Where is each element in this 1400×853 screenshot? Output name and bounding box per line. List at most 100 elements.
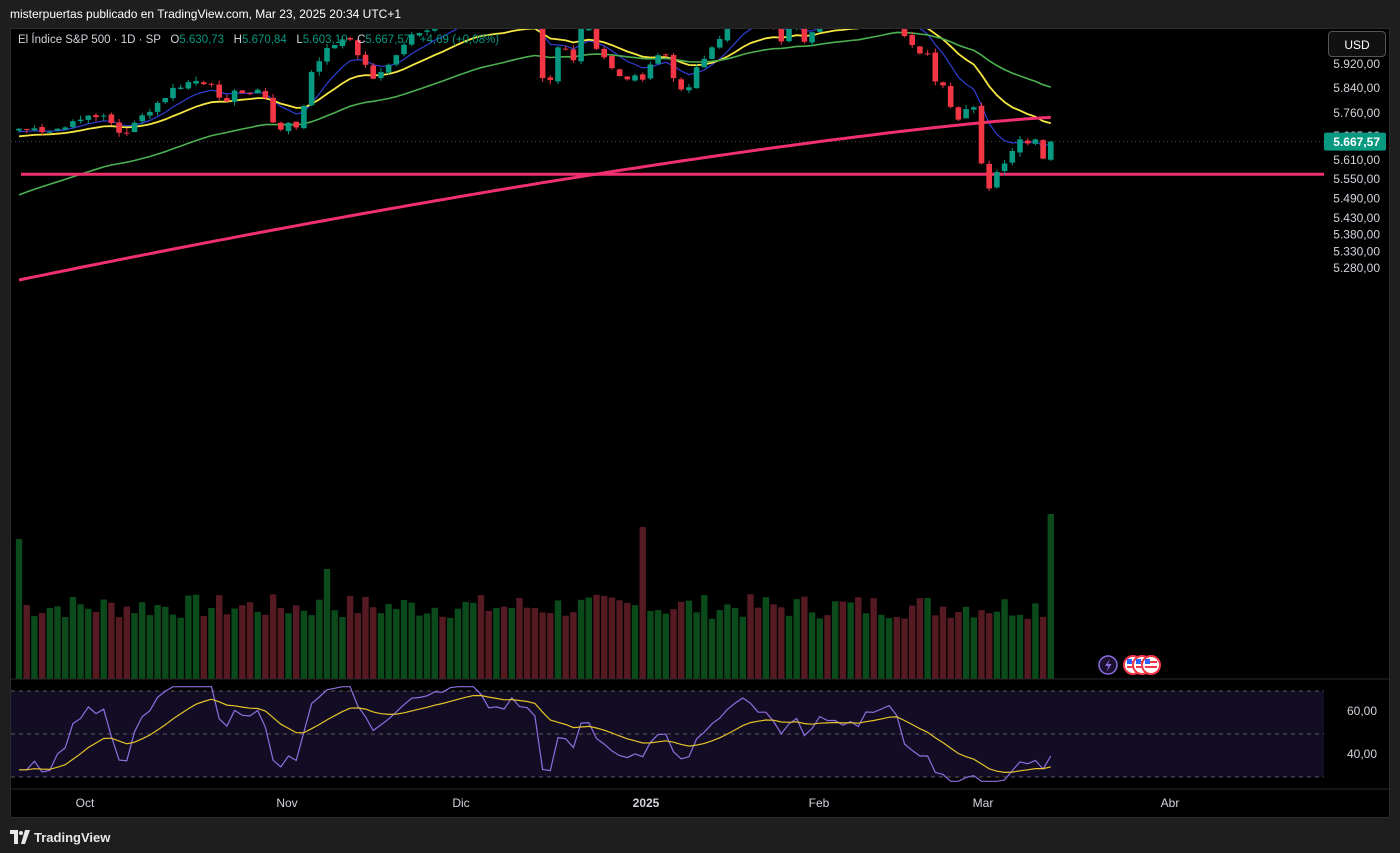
volume-bar: [970, 617, 977, 679]
chart-svg[interactable]: 6.300,006.200,006.100,006.000,005.920,00…: [11, 29, 1391, 819]
candle-body: [177, 87, 184, 89]
candle-body: [331, 44, 338, 49]
volume-bar: [254, 611, 261, 679]
candle-body: [93, 115, 99, 118]
volume-bar: [708, 618, 716, 679]
price-tick-label: 5.610,00: [1333, 153, 1380, 167]
volume-bar: [847, 602, 854, 679]
volume-bar: [385, 603, 392, 679]
volume-bar: [1024, 618, 1031, 679]
candle-body: [1048, 141, 1054, 160]
time-tick-label: Nov: [276, 796, 297, 810]
candle-body: [624, 76, 631, 80]
symbol-label: El Índice S&P 500 · 1D · SP: [18, 34, 161, 46]
candle-body: [239, 90, 246, 94]
volume-bar: [1001, 599, 1008, 679]
volume-bar: [824, 615, 831, 679]
volume-bar: [993, 611, 1001, 679]
price-tick-label: 5.430,00: [1333, 211, 1380, 225]
volume-bar: [62, 617, 69, 679]
candle-body: [1024, 140, 1031, 144]
volume-bar: [408, 602, 415, 679]
candle-body: [201, 82, 207, 85]
volume-bar: [1009, 615, 1016, 679]
volume-bars: [15, 514, 1054, 679]
footer: TradingView: [0, 820, 1400, 853]
volume-bar: [570, 612, 577, 679]
candle-body: [131, 122, 138, 133]
volume-bar: [1032, 603, 1039, 679]
time-tick-label: Oct: [76, 796, 95, 810]
volume-bar: [624, 602, 631, 679]
volume-bar: [647, 610, 654, 679]
candle-body: [955, 107, 962, 120]
candle-body: [162, 97, 169, 103]
candle-body: [154, 102, 161, 112]
volume-bar: [701, 595, 708, 679]
volume-bar: [916, 598, 924, 679]
candle-body: [378, 72, 384, 79]
candle-body: [31, 128, 38, 131]
candle-body: [262, 91, 269, 98]
volume-bar: [693, 612, 700, 679]
candle-body: [686, 87, 692, 91]
candle-body: [39, 127, 45, 133]
time-tick-label: Mar: [973, 796, 994, 810]
candle-body: [116, 122, 122, 133]
lightning-bolt-icon: [1105, 659, 1112, 672]
volume-bar: [362, 596, 369, 679]
candle-body: [270, 97, 276, 123]
volume-bar: [762, 597, 770, 679]
publish-header: misterpuertas publicado en TradingView.c…: [0, 0, 1400, 28]
volume-bar: [678, 601, 685, 679]
volume-bar: [31, 616, 38, 679]
candle-body: [208, 83, 215, 85]
volume-bar: [154, 604, 161, 679]
ema-fast-line: [18, 29, 1051, 147]
volume-bar: [439, 616, 446, 679]
candle-body: [724, 29, 731, 41]
volume-bar: [855, 597, 862, 679]
currency-button[interactable]: USD: [1328, 31, 1386, 57]
volume-bar: [947, 617, 954, 679]
candle-body: [670, 55, 677, 79]
volume-bar: [531, 608, 539, 679]
candle-body: [393, 55, 400, 65]
candle-body: [609, 55, 615, 69]
price-tick-label: 5.920,00: [1333, 57, 1380, 71]
candle-body: [547, 77, 554, 80]
volume-bar: [1016, 614, 1024, 679]
high-label: H: [233, 34, 242, 46]
candle-body: [347, 37, 353, 40]
volume-bar: [393, 608, 400, 679]
volume-bar: [223, 614, 231, 679]
candle-body: [301, 105, 307, 129]
candle-body: [555, 47, 561, 82]
candle-body: [424, 30, 430, 32]
candle-body: [216, 84, 222, 98]
volume-bar: [231, 608, 238, 679]
candle-body: [254, 89, 261, 94]
volume-bar: [269, 594, 277, 679]
chart-panel[interactable]: 6.300,006.200,006.100,006.000,005.920,00…: [10, 28, 1391, 819]
candle-body: [539, 29, 546, 79]
volume-bar: [46, 607, 53, 679]
volume-bar: [508, 608, 515, 679]
volume-bar: [192, 594, 200, 679]
volume-bar: [246, 602, 254, 679]
candle-body: [54, 128, 61, 131]
tradingview-logo[interactable]: TradingView: [10, 828, 110, 846]
candle-body: [85, 115, 92, 120]
rsi-tick-label: 60,00: [1347, 704, 1377, 718]
volume-bar: [177, 617, 184, 679]
volume-bar: [932, 615, 939, 679]
candle-body: [655, 55, 661, 64]
volume-bar: [862, 613, 870, 679]
volume-bar: [801, 596, 808, 679]
volume-bar: [909, 605, 916, 679]
candle-body: [355, 40, 361, 56]
candle-body: [562, 48, 569, 50]
volume-bar: [139, 602, 146, 679]
change-value: +4,69 (+0,08%): [419, 34, 500, 46]
volume-bar: [731, 607, 739, 679]
